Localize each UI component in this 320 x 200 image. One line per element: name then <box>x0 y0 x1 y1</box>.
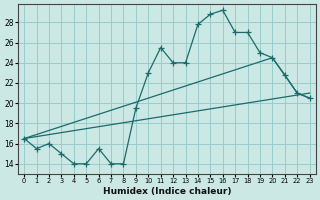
X-axis label: Humidex (Indice chaleur): Humidex (Indice chaleur) <box>103 187 231 196</box>
